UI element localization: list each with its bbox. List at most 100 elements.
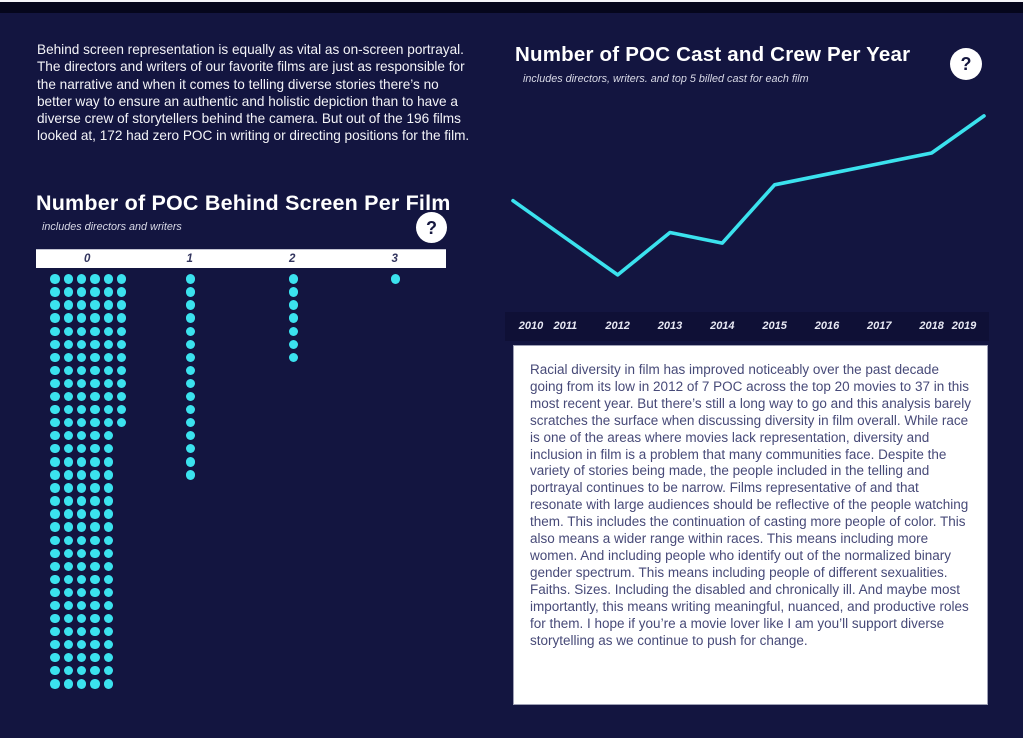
film-dot [63, 626, 73, 637]
film-dot [103, 522, 113, 532]
film-dot [76, 653, 87, 663]
film-dot [90, 535, 100, 545]
film-dot [63, 391, 73, 402]
film-dot [186, 274, 196, 284]
film-dot [63, 600, 73, 611]
film-dot [90, 287, 100, 297]
film-dot [50, 600, 60, 611]
film-dot [116, 391, 127, 402]
film-dot [50, 587, 60, 598]
film-dot [90, 431, 100, 441]
x-axis-label: 2015 [762, 320, 787, 332]
film-dot [90, 483, 100, 493]
film-dot [103, 313, 113, 323]
film-dot [76, 666, 87, 676]
film-dot [76, 574, 87, 585]
film-dot [116, 417, 127, 428]
film-dot [90, 587, 100, 598]
film-dot [103, 535, 113, 545]
film-dot [90, 639, 100, 650]
film-dot [76, 522, 87, 532]
dot-plot-axis-header: 0 1 2 3 [36, 249, 446, 268]
help-icon[interactable]: ? [416, 212, 447, 243]
film-dot [288, 313, 298, 323]
film-dot [90, 679, 100, 689]
film-dot [76, 444, 87, 454]
film-dot [186, 365, 196, 376]
film-dot [63, 483, 73, 493]
film-dot [90, 326, 100, 336]
x-axis-label: 2010 [518, 320, 544, 332]
film-dot [103, 639, 113, 650]
film-dot [90, 404, 100, 415]
film-dot [76, 352, 87, 363]
film-dot [63, 431, 73, 441]
film-dot [103, 626, 113, 637]
film-dot [103, 365, 113, 376]
film-dot [103, 483, 113, 493]
film-dot [63, 326, 73, 336]
film-dot [186, 457, 196, 467]
film-dot [90, 522, 100, 532]
film-dot [288, 326, 298, 336]
window-top-bar [0, 2, 1023, 13]
film-dot [63, 666, 73, 676]
film-dot [76, 470, 87, 480]
film-dot [63, 352, 73, 363]
film-dot [90, 313, 100, 323]
film-dot [63, 548, 73, 558]
dot-plot [36, 270, 446, 694]
film-dot [103, 431, 113, 441]
film-dot [76, 417, 87, 428]
film-dot [76, 431, 87, 441]
film-dot [50, 626, 60, 637]
film-dot [103, 391, 113, 402]
film-dot [76, 561, 87, 571]
film-dot [63, 535, 73, 545]
film-dot [90, 365, 100, 376]
film-dot [90, 457, 100, 467]
film-dot [103, 352, 113, 363]
help-icon[interactable]: ? [950, 48, 982, 80]
film-dot [103, 509, 113, 519]
film-dot [76, 548, 87, 558]
film-dot [116, 300, 127, 310]
film-dot [63, 274, 73, 284]
x-axis-label: 2012 [605, 320, 630, 332]
film-dot [76, 404, 87, 415]
film-dot [186, 391, 196, 402]
x-axis-label: 2017 [867, 320, 892, 332]
film-dot [90, 548, 100, 558]
film-dot [186, 431, 196, 441]
film-dot [90, 274, 100, 284]
film-dot [186, 287, 196, 297]
film-dot [391, 274, 401, 284]
film-dot [90, 444, 100, 454]
film-dot [63, 639, 73, 650]
film-dot [50, 431, 60, 441]
film-dot [63, 457, 73, 467]
film-dot [103, 300, 113, 310]
film-dot [103, 404, 113, 415]
film-dot [90, 626, 100, 637]
film-dot [186, 404, 196, 415]
film-dot [63, 522, 73, 532]
dot-plot-title: Number of POC Behind Screen Per Film [36, 191, 451, 215]
axis-category-label: 3 [391, 253, 398, 265]
film-dot [90, 509, 100, 519]
film-dot [103, 339, 113, 349]
intro-paragraph: Behind screen representation is equally … [37, 42, 470, 144]
film-dot [116, 365, 127, 376]
question-mark-glyph: ? [960, 54, 972, 74]
film-dot [103, 457, 113, 467]
film-dot [90, 417, 100, 428]
film-dot [76, 639, 87, 650]
film-dot [76, 587, 87, 598]
film-dot [103, 496, 113, 506]
x-axis-label: 2011 [553, 320, 578, 332]
film-dot [186, 339, 196, 349]
film-dot [103, 653, 113, 663]
film-dot [103, 287, 113, 297]
line-chart-title: Number of POC Cast and Crew Per Year [515, 43, 911, 66]
film-dot [76, 457, 87, 467]
